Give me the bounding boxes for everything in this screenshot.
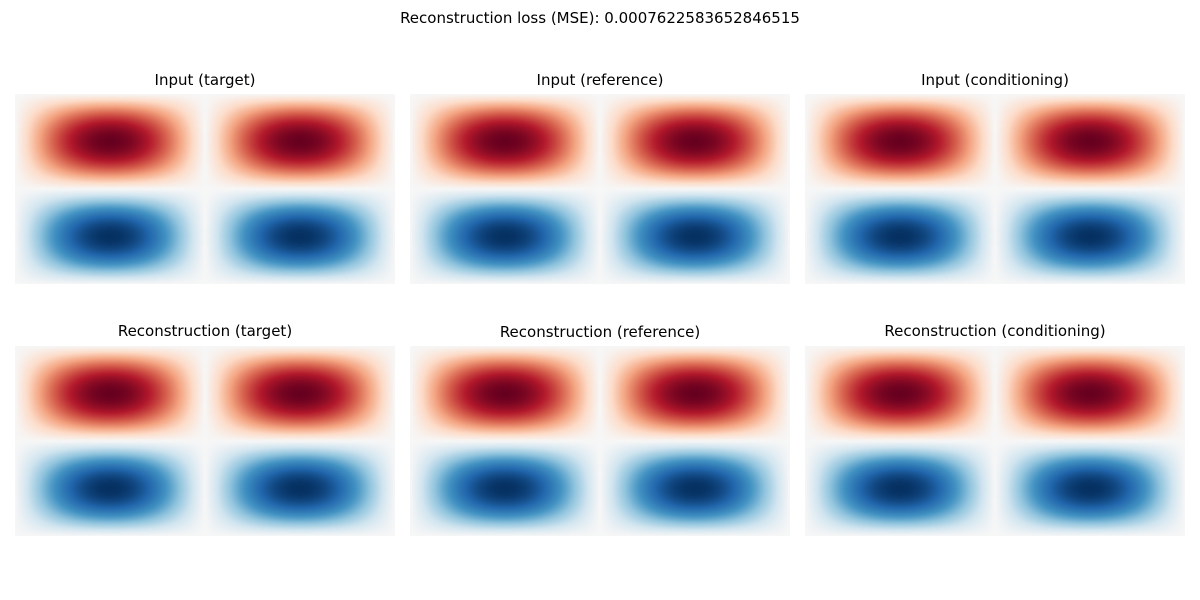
heatmap-reconstruction-reference	[410, 346, 790, 536]
panel-title-reconstruction-target: Reconstruction (target)	[117, 322, 293, 340]
heatmap-reconstruction-target	[15, 346, 395, 536]
figure-suptitle: Reconstruction loss (MSE): 0.00076225836…	[400, 9, 800, 27]
panel-title-input-conditioning: Input (conditioning)	[921, 71, 1069, 89]
heatmap-canvas-input-target	[15, 94, 395, 284]
heatmap-input-conditioning	[805, 94, 1185, 284]
panel-title-reconstruction-reference: Reconstruction (reference)	[499, 323, 701, 341]
heatmap-reconstruction-conditioning	[805, 346, 1185, 536]
panel-title-reconstruction-conditioning: Reconstruction (conditioning)	[884, 322, 1106, 340]
panel-title-input-reference: Input (reference)	[536, 71, 664, 89]
heatmap-input-reference	[410, 94, 790, 284]
heatmap-canvas-input-reference	[410, 94, 790, 284]
heatmap-input-target	[15, 94, 395, 284]
heatmap-canvas-input-conditioning	[805, 94, 1185, 284]
panel-title-input-target: Input (target)	[154, 71, 256, 89]
heatmap-canvas-reconstruction-conditioning	[805, 346, 1185, 536]
heatmap-canvas-reconstruction-target	[15, 346, 395, 536]
heatmap-canvas-reconstruction-reference	[410, 346, 790, 536]
